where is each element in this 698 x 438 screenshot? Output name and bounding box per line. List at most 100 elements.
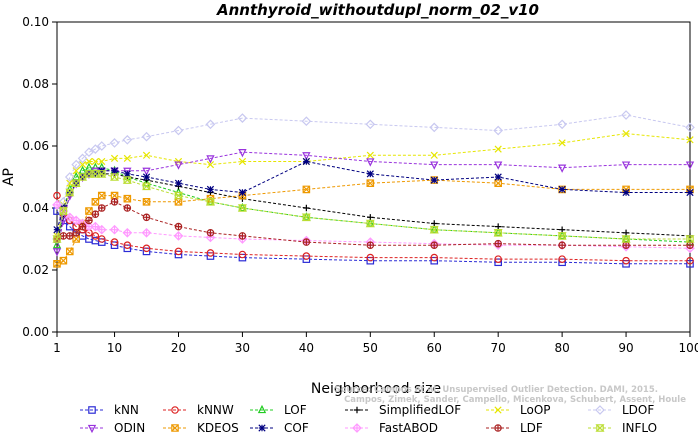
legend-label: LOF	[284, 403, 307, 417]
data-point	[77, 153, 88, 164]
data-point	[59, 232, 68, 240]
data-point	[122, 134, 133, 145]
data-point	[52, 235, 62, 243]
x-tick-label: 10	[107, 341, 122, 355]
data-point	[96, 141, 107, 151]
data-point	[91, 232, 100, 240]
legend-item-lof: LOF	[250, 403, 307, 417]
x-tick-label: 40	[299, 341, 314, 355]
data-point	[621, 161, 631, 170]
data-point	[90, 221, 101, 232]
legend-marker	[88, 406, 96, 414]
legend-label: LDF	[520, 421, 543, 434]
legend-marker	[87, 424, 97, 434]
data-point	[621, 110, 631, 120]
legend-label: LoOP	[520, 403, 551, 417]
legend-marker	[353, 406, 361, 414]
data-point	[110, 191, 119, 200]
data-point	[58, 207, 69, 215]
data-point	[365, 219, 375, 228]
legend-item-fastabod: FastABOD	[345, 421, 438, 435]
data-point	[78, 160, 87, 169]
data-point	[78, 222, 87, 231]
data-point	[109, 173, 120, 181]
data-point	[494, 223, 502, 230]
data-point	[302, 238, 311, 246]
legend-label: kNNW	[197, 403, 234, 417]
x-tick-label: 80	[554, 341, 569, 355]
x-tick-label: 100	[679, 341, 698, 355]
data-point	[558, 185, 566, 194]
data-point	[109, 224, 120, 235]
data-point	[173, 125, 184, 136]
plot-area: 0.00 0.02 0.04 0.06 0.08 0.10 1 10 20 30 40 50 60 70 8…	[22, 15, 698, 355]
data-point	[123, 170, 131, 178]
data-point	[110, 198, 119, 206]
data-point	[85, 157, 93, 166]
data-point	[206, 196, 215, 205]
data-point	[141, 182, 152, 191]
data-point	[558, 226, 566, 233]
data-point	[53, 260, 61, 268]
data-point	[142, 244, 151, 253]
legend-item-odin: ODIN	[80, 421, 145, 435]
legend-marker	[494, 424, 502, 432]
data-point	[430, 161, 439, 170]
x-axis-label: Neighborhood size	[311, 381, 441, 397]
data-point	[238, 188, 247, 197]
legend-item-knn: kNN	[80, 403, 139, 417]
legend-label: kNN	[114, 403, 139, 417]
data-point	[302, 185, 311, 194]
data-point	[686, 256, 694, 265]
series-knnw	[53, 191, 694, 265]
data-point	[430, 241, 439, 249]
data-point	[72, 229, 80, 237]
data-point	[65, 188, 75, 197]
x-tick-label: 20	[171, 341, 186, 355]
data-point	[173, 191, 184, 200]
data-point	[557, 164, 567, 173]
data-point	[52, 248, 62, 257]
data-point	[72, 235, 80, 243]
data-point	[206, 249, 215, 257]
data-point	[142, 167, 151, 176]
data-point	[302, 152, 311, 161]
x-tick-label: 1	[53, 341, 61, 355]
data-point	[64, 172, 75, 182]
chart-title: Annthyroid_withoutdupl_norm_02_v10	[216, 1, 539, 19]
data-point	[97, 235, 106, 243]
data-point	[366, 253, 375, 262]
data-point	[366, 241, 375, 249]
data-point	[366, 179, 375, 187]
data-point	[84, 162, 94, 171]
data-point	[142, 213, 151, 222]
watermark-line-1: Source: Campos et al. Unsupervised Outli…	[335, 385, 658, 395]
data-point	[558, 241, 566, 249]
data-point	[206, 229, 215, 237]
data-point	[110, 167, 119, 175]
data-point	[85, 216, 93, 225]
y-axis-label: AP	[1, 168, 17, 186]
data-point	[91, 167, 100, 176]
data-point	[109, 138, 120, 148]
legend-marker	[257, 404, 267, 414]
data-point	[365, 119, 376, 130]
data-point	[110, 238, 119, 246]
data-point	[302, 157, 310, 166]
data-point	[110, 241, 119, 250]
data-point	[142, 173, 151, 181]
data-point	[206, 155, 215, 164]
legend-marker	[171, 406, 179, 414]
data-point	[301, 213, 312, 222]
series-inflo	[52, 170, 695, 243]
data-point	[71, 159, 82, 170]
legend-item-ldof: LDOF	[588, 403, 654, 417]
data-point	[430, 176, 438, 184]
data-point	[686, 188, 694, 197]
data-point	[91, 198, 100, 206]
data-point	[494, 173, 502, 181]
data-point	[141, 227, 152, 238]
data-point	[622, 129, 630, 138]
data-point	[142, 151, 151, 159]
